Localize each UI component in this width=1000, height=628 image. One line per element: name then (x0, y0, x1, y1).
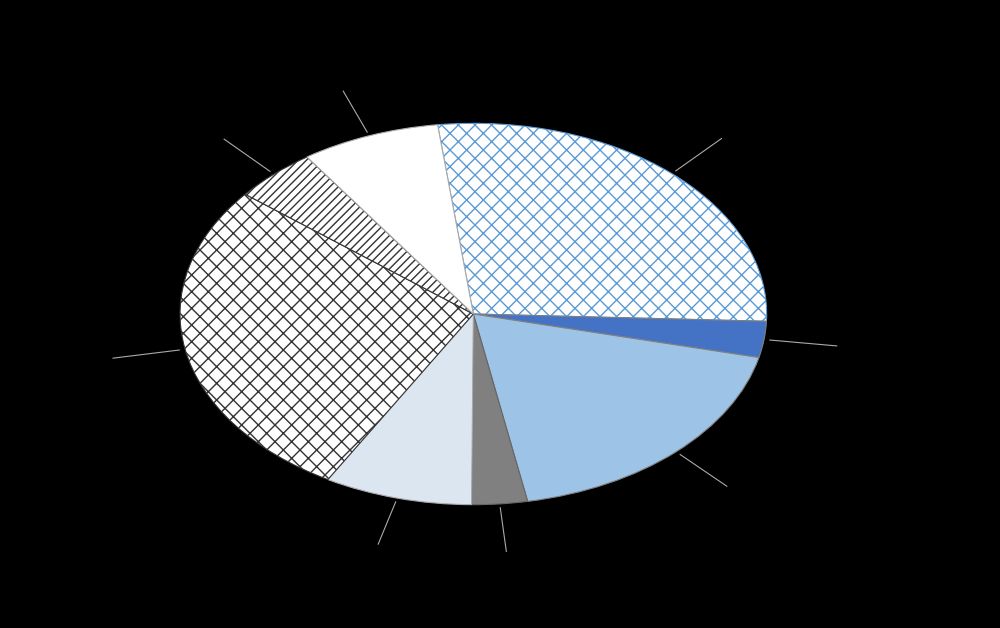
Wedge shape (438, 123, 767, 322)
Wedge shape (328, 314, 473, 505)
Wedge shape (472, 314, 528, 505)
Wedge shape (245, 157, 473, 314)
Wedge shape (473, 314, 766, 357)
Wedge shape (180, 194, 473, 480)
Wedge shape (307, 125, 473, 314)
Wedge shape (473, 314, 759, 501)
